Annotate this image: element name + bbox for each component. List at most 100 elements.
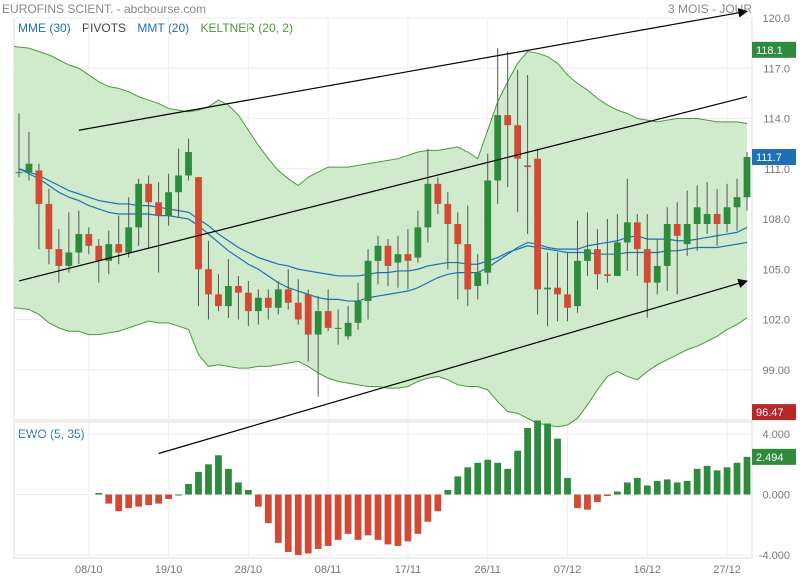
ewo-bar (663, 479, 671, 495)
ewo-bar (514, 450, 522, 495)
trendline (78, 8, 748, 131)
ewo-bar (155, 494, 162, 504)
ewo-bar (284, 494, 292, 552)
ewo-bar (504, 468, 512, 495)
ewo-bar (135, 494, 143, 507)
candle-body (623, 222, 631, 243)
ewo-badge-label: 2.494 (756, 452, 784, 464)
ewo-bar (653, 480, 661, 495)
ewo-bar (205, 464, 212, 495)
x-tick-label: 17/11 (395, 564, 422, 576)
candle-body (334, 327, 342, 329)
candle-body (713, 213, 721, 225)
candle-body (454, 224, 462, 245)
legend-keltner[interactable]: KELTNER (20, 2) (200, 21, 293, 35)
ewo-bar (244, 490, 252, 495)
legend-mme[interactable]: MME (30) (18, 21, 71, 35)
ewo-bar (414, 494, 422, 534)
candle-body (564, 294, 571, 308)
trendline (158, 278, 748, 455)
candle-body (584, 249, 591, 261)
candle-body (434, 183, 442, 204)
candle-body (35, 170, 43, 204)
ewo-bar (693, 468, 701, 495)
candle-body (125, 227, 133, 253)
price-badge-label: 96.47 (756, 407, 784, 419)
candle-body (444, 203, 452, 225)
candle-body (45, 203, 53, 250)
candle-body (673, 224, 681, 236)
ewo-bar (743, 456, 751, 495)
legend-mmt[interactable]: MMT (20) (137, 21, 190, 35)
ewo-bar (175, 494, 182, 496)
candle-body (354, 301, 362, 323)
price-y-tick: 102.0 (762, 315, 790, 327)
ewo-bar (613, 491, 621, 495)
ewo-bar (643, 485, 651, 495)
ewo-bar (464, 467, 472, 495)
period-selector[interactable]: 3 MOIS - JOUR (667, 2, 752, 16)
candle-body (683, 224, 691, 245)
ewo-bar (434, 494, 442, 512)
ewo-bar (105, 494, 113, 504)
candle-body (594, 249, 601, 275)
price-y-tick: 105.0 (762, 264, 790, 276)
x-tick-label: 26/11 (474, 564, 501, 576)
candle-body (344, 322, 352, 337)
legend-pivots[interactable]: PIVOTS (82, 21, 127, 35)
trendline (18, 96, 748, 282)
x-tick-label: 19/10 (155, 564, 183, 576)
candle-body (723, 207, 731, 225)
candle-body (653, 265, 661, 283)
ewo-bar (274, 494, 282, 543)
candle-body (474, 272, 482, 286)
candle-body (394, 254, 402, 263)
candle-body (424, 183, 432, 228)
candle-body (604, 274, 611, 276)
ewo-bar (703, 465, 711, 495)
candle-body (544, 287, 551, 290)
candle-body (364, 260, 372, 302)
candle-body (175, 175, 182, 193)
ewo-bar (324, 494, 332, 546)
ewo-bar (404, 494, 412, 542)
ewo-panel-frame (13, 421, 753, 559)
candle-body (75, 234, 83, 253)
candle-body (25, 163, 33, 173)
candle-body (225, 286, 232, 307)
ewo-bar (733, 462, 741, 495)
candle-body (135, 183, 143, 228)
candle-body (464, 244, 472, 290)
candle-body (115, 244, 123, 253)
x-tick-label: 08/11 (315, 564, 342, 576)
candle-body (105, 244, 113, 261)
ewo-bar (195, 471, 202, 495)
candle-body (743, 157, 751, 198)
keltner-upper-line (13, 45, 748, 187)
candle-body (254, 297, 262, 312)
candle-body (165, 192, 172, 216)
candle-body (384, 245, 392, 266)
ewo-bar (235, 482, 242, 495)
ewo-bar (713, 470, 721, 495)
candle-body (574, 260, 581, 307)
price-y-tick: 120.0 (762, 13, 790, 25)
ewo-bar (264, 494, 272, 524)
candle-body (215, 294, 222, 307)
candle-body (374, 245, 382, 261)
candle-body (244, 292, 252, 312)
candle-body (185, 152, 192, 176)
ewo-badge (752, 448, 796, 465)
ewo-bar (564, 477, 571, 495)
candle-body (414, 227, 422, 258)
ewo-bar (314, 494, 322, 549)
price-badge-label: 118.1 (756, 45, 783, 57)
ewo-bar (604, 494, 611, 497)
candle-body (145, 183, 153, 203)
x-tick-label: 16/12 (634, 564, 662, 576)
ewo-bar (494, 462, 502, 495)
ewo-bar (304, 494, 312, 554)
candle-body (534, 158, 541, 290)
ewo-y-tick: -4.000 (759, 550, 790, 562)
